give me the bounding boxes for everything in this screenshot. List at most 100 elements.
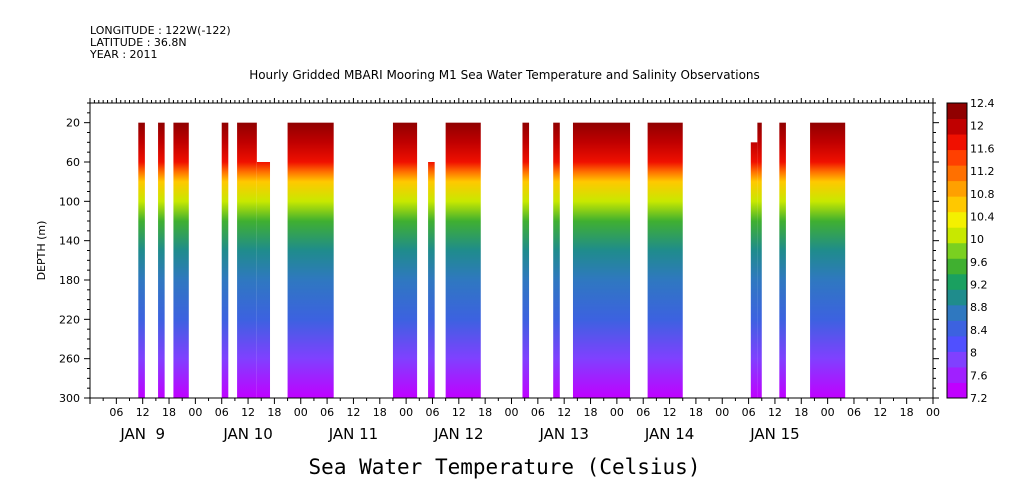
colorbar-band — [947, 227, 967, 244]
x-tick-label: 12 — [241, 406, 255, 419]
colorbar-band — [947, 242, 967, 259]
y-tick-label: 140 — [59, 235, 80, 248]
x-tick-label: 00 — [188, 406, 202, 419]
data-segment — [392, 122, 418, 399]
x-tick-label: 12 — [663, 406, 677, 419]
colorbar-label: 8 — [970, 347, 977, 360]
data-segment — [750, 142, 758, 398]
x-tick-label: 00 — [926, 406, 940, 419]
colorbar-band — [947, 103, 967, 120]
day-label: JAN 11 — [328, 425, 379, 443]
colorbar-band — [947, 273, 967, 290]
y-tick-label: 220 — [59, 313, 80, 326]
year-label: YEAR : 2011 — [90, 48, 158, 61]
x-tick-label: 00 — [715, 406, 729, 419]
day-label: JAN 14 — [644, 425, 695, 443]
variable-title: Sea Water Temperature (Celsius) — [308, 455, 701, 479]
x-tick-label: 12 — [136, 406, 150, 419]
x-tick-label: 18 — [162, 406, 176, 419]
colorbar-band — [947, 335, 967, 352]
colorbar-band — [947, 304, 967, 321]
colorbar-frame — [946, 102, 968, 399]
colorbar-band — [947, 382, 967, 399]
colorbar-label: 8.4 — [970, 324, 988, 337]
data-segment — [237, 122, 257, 399]
day-label: JAN 12 — [433, 425, 484, 443]
data-segment — [445, 122, 481, 399]
y-tick-label: 60 — [66, 156, 80, 169]
y-tick-label: 260 — [59, 353, 80, 366]
latitude-label: LATITUDE : 36.8N — [90, 36, 187, 49]
colorbar-band — [947, 196, 967, 213]
colorbar-label: 9.6 — [970, 256, 988, 269]
data-segment — [779, 122, 786, 399]
data-segment — [173, 122, 189, 399]
longitude-label: LONGITUDE : 122W(-122) — [90, 24, 231, 37]
colorbar-band — [947, 258, 967, 275]
x-tick-label: 12 — [873, 406, 887, 419]
data-segment — [522, 122, 530, 399]
data-segment — [221, 122, 229, 399]
x-tick-label: 06 — [109, 406, 123, 419]
colorbar-label: 10.8 — [970, 188, 995, 201]
day-label: JAN 13 — [538, 425, 589, 443]
x-tick-label: 06 — [847, 406, 861, 419]
colorbar-label: 10.4 — [970, 210, 995, 223]
colorbar-label: 9.2 — [970, 279, 988, 292]
colorbar-label: 10 — [970, 233, 984, 246]
colorbar-band — [947, 165, 967, 182]
plot-metadata: LONGITUDE : 122W(-122) LATITUDE : 36.8N … — [90, 25, 231, 61]
x-tick-label: 12 — [452, 406, 466, 419]
colorbar-label: 11.2 — [970, 165, 995, 178]
x-tick-label: 00 — [505, 406, 519, 419]
x-tick-label: 18 — [584, 406, 598, 419]
colorbar-band — [947, 351, 967, 368]
x-tick-label: 00 — [610, 406, 624, 419]
x-tick-label: 00 — [821, 406, 835, 419]
data-segment — [757, 122, 762, 399]
x-tick-label: 12 — [346, 406, 360, 419]
colorbar-band — [947, 134, 967, 151]
x-tick-label: 06 — [636, 406, 650, 419]
x-tick-label: 18 — [900, 406, 914, 419]
colorbar-band — [947, 289, 967, 306]
plot-frame — [89, 102, 934, 399]
data-layer — [138, 122, 846, 399]
y-tick-label: 180 — [59, 274, 80, 287]
colorbar-label: 8.8 — [970, 301, 988, 314]
colorbar-label: 11.6 — [970, 142, 995, 155]
colorbar-label: 7.6 — [970, 369, 988, 382]
x-tick-label: 06 — [215, 406, 229, 419]
data-segment — [158, 122, 165, 399]
x-tick-label: 00 — [294, 406, 308, 419]
colorbar-band — [947, 211, 967, 228]
x-tick-label: 00 — [399, 406, 413, 419]
y-tick-label: 20 — [66, 117, 80, 130]
x-tick-label: 06 — [531, 406, 545, 419]
data-segment — [810, 122, 846, 399]
data-segment — [572, 122, 631, 399]
colorbar-label: 12 — [970, 120, 984, 133]
data-segment — [138, 122, 145, 399]
y-axis-label: DEPTH (m) — [35, 221, 48, 281]
day-label: JAN 10 — [222, 425, 273, 443]
colorbar: 7.2 7.6 8 8.4 8.8 9.2 9.6 10 10.4 10.8 11.2 11.6 12 1… — [946, 97, 995, 405]
x-tick-label: 06 — [425, 406, 439, 419]
y-tick-label: 300 — [59, 392, 80, 405]
x-tick-label: 18 — [689, 406, 703, 419]
x-tick-label: 18 — [373, 406, 387, 419]
colorbar-band — [947, 320, 967, 337]
x-tick-label: 06 — [320, 406, 334, 419]
colorbar-band — [947, 149, 967, 166]
chart-title: Hourly Gridded MBARI Mooring M1 Sea Wate… — [249, 68, 760, 82]
x-tick-label: 18 — [478, 406, 492, 419]
data-segment — [428, 162, 435, 398]
day-label: JAN 9 — [119, 425, 165, 443]
data-segment — [647, 122, 683, 399]
colorbar-band — [947, 118, 967, 135]
day-label: JAN 15 — [749, 425, 800, 443]
x-tick-label: 06 — [742, 406, 756, 419]
x-tick-label: 12 — [768, 406, 782, 419]
axes-layer: 06 12 18 00 06 12 18 00 06 12 18 00 06 12 18 00 06 12 18 00… — [35, 98, 940, 443]
colorbar-band — [947, 180, 967, 197]
